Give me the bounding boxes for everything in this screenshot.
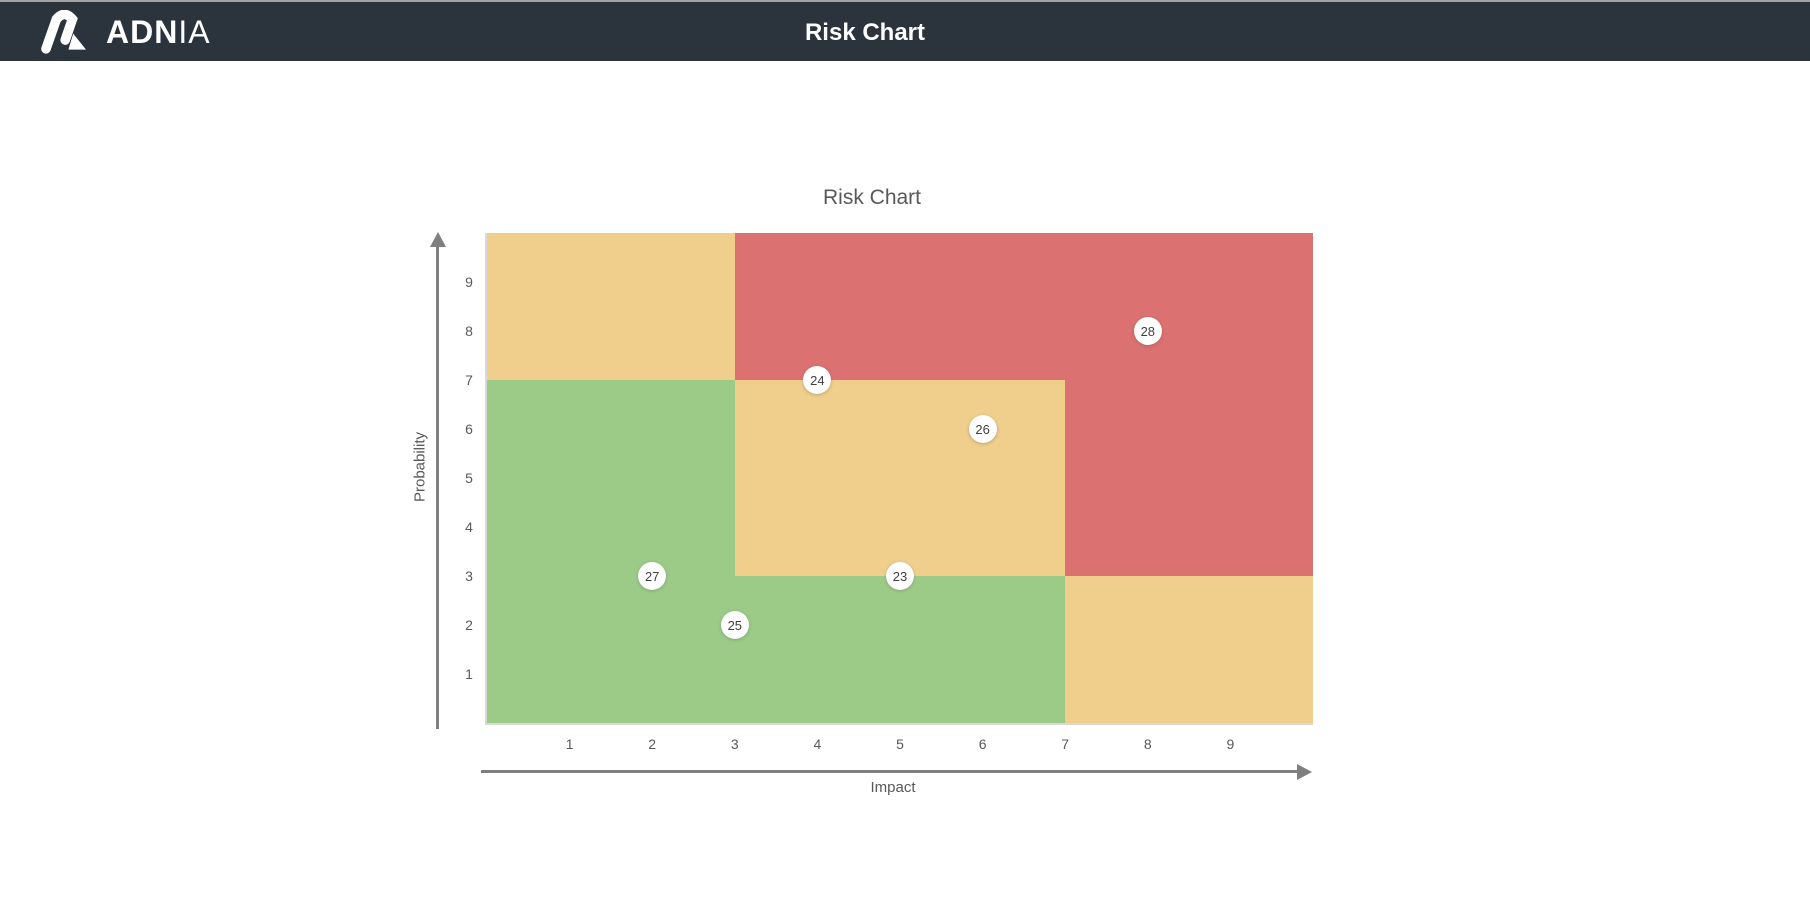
y-axis-label: Probability [411, 431, 429, 503]
x-axis-arrowhead-icon [1297, 764, 1312, 780]
x-tick-5: 5 [896, 736, 904, 752]
window-top-strip [0, 0, 1810, 2]
medium-risk-zone [487, 233, 735, 380]
header-title: Risk Chart [804, 18, 926, 46]
x-axis-ticks: 1 2 3 4 5 6 7 8 9 [487, 736, 1313, 754]
low-risk-zone [487, 380, 735, 723]
y-tick-8: 8 [465, 323, 473, 339]
x-tick-6: 6 [978, 736, 987, 752]
risk-matrix-zones: 23 24 25 26 27 28 [487, 233, 1313, 723]
x-axis-line [481, 770, 1298, 773]
y-tick-6: 6 [465, 421, 473, 437]
x-tick-9: 9 [1226, 736, 1235, 752]
risk-point-25: 25 [720, 611, 749, 639]
risk-point-24: 24 [803, 366, 832, 394]
x-tick-8: 8 [1143, 736, 1152, 752]
brand-name: ADNIA [106, 13, 211, 50]
chart-title: Risk Chart [822, 186, 922, 209]
y-tick-5: 5 [465, 470, 473, 486]
low-risk-zone [734, 576, 1066, 723]
app-header: ADNIA Risk Chart [0, 2, 1810, 61]
y-tick-2: 2 [465, 617, 473, 633]
risk-point-28: 28 [1133, 317, 1162, 345]
y-tick-7: 7 [465, 372, 473, 388]
plot-area: 23 24 25 26 27 28 [485, 233, 1313, 725]
x-axis-label: Impact [870, 779, 916, 796]
brand-logo[interactable]: ADNIA [38, 2, 211, 61]
medium-risk-zone [734, 380, 1066, 576]
x-tick-2: 2 [648, 736, 657, 752]
y-tick-1: 1 [465, 666, 473, 682]
x-tick-4: 4 [813, 736, 822, 752]
risk-point-26: 26 [968, 415, 997, 443]
y-tick-3: 3 [465, 568, 473, 584]
y-tick-9: 9 [465, 274, 473, 290]
high-risk-zone [1065, 380, 1313, 576]
adnia-logo-icon [41, 9, 86, 54]
high-risk-zone [734, 233, 1313, 380]
y-axis-ticks: 1 2 3 4 5 6 7 8 9 [459, 233, 479, 723]
y-tick-4: 4 [465, 519, 473, 535]
risk-point-23: 23 [886, 562, 914, 590]
x-tick-3: 3 [730, 736, 739, 752]
y-axis-line [436, 246, 439, 729]
medium-risk-zone [1065, 576, 1313, 723]
y-axis-arrowhead-icon [430, 232, 446, 247]
x-tick-7: 7 [1061, 736, 1070, 752]
risk-point-27: 27 [638, 562, 667, 590]
x-tick-1: 1 [565, 736, 574, 752]
